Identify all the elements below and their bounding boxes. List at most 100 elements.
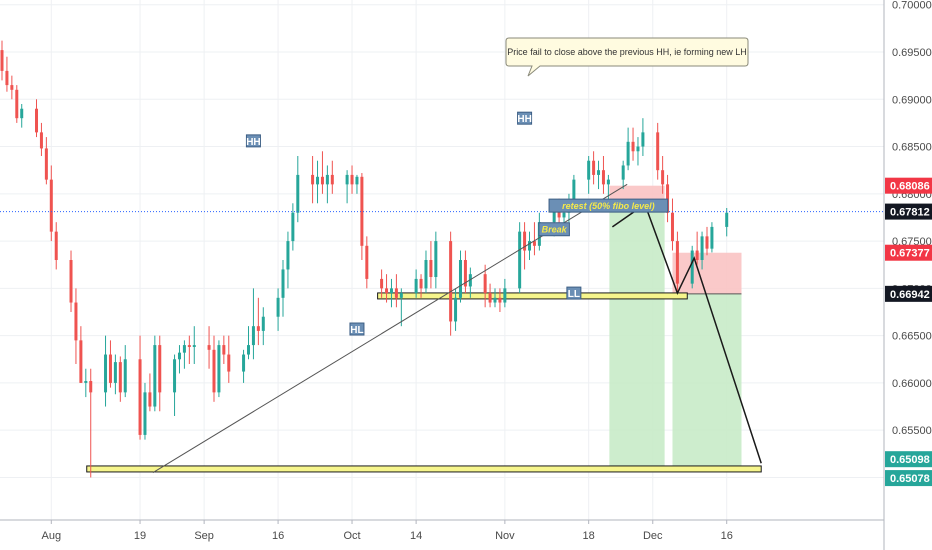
x-tick-label: 16 xyxy=(272,530,284,542)
annotation-label: retest (50% fibo level) xyxy=(562,201,655,211)
candle xyxy=(148,373,152,412)
candle-body xyxy=(123,359,127,393)
candle xyxy=(710,222,714,253)
price-label-text: 0.65078 xyxy=(890,473,930,485)
candle-body xyxy=(35,108,39,133)
candle-body xyxy=(355,176,359,185)
candle-body xyxy=(695,250,699,260)
price-axis[interactable]: 0.700000.695000.690000.685000.680000.675… xyxy=(883,0,932,550)
candle xyxy=(276,288,280,331)
y-tick-label: 0.66000 xyxy=(892,378,932,390)
callout-text: Price fail to close above the previous H… xyxy=(507,47,747,57)
candle-body xyxy=(281,269,285,298)
price-label-text: 0.66942 xyxy=(890,289,930,301)
candle-body xyxy=(587,160,591,180)
tag-hl: HL xyxy=(349,322,365,336)
candle xyxy=(636,137,640,166)
candle xyxy=(597,160,601,190)
candle-body xyxy=(394,288,398,298)
candle-body xyxy=(449,241,453,322)
candle xyxy=(385,274,389,303)
candle xyxy=(118,356,122,402)
candle xyxy=(15,85,19,123)
candle-body xyxy=(79,340,83,383)
candle-body xyxy=(251,326,255,346)
price-label-text: 0.67377 xyxy=(890,248,930,260)
candle-body xyxy=(242,354,246,372)
candle xyxy=(666,174,670,223)
x-tick-label: 14 xyxy=(410,530,422,542)
tag-label: HL xyxy=(350,325,363,336)
candle-body xyxy=(84,381,88,383)
candle xyxy=(661,156,665,194)
candle xyxy=(256,297,260,346)
candle xyxy=(74,288,78,364)
candle xyxy=(675,231,679,294)
candle xyxy=(355,174,359,194)
candle xyxy=(626,127,630,171)
y-tick-label: 0.70000 xyxy=(892,0,932,12)
tag-box xyxy=(245,134,261,148)
candle-body xyxy=(276,297,280,317)
candle xyxy=(286,231,290,289)
candle xyxy=(488,283,492,308)
candle-body xyxy=(227,354,231,372)
candle xyxy=(454,288,458,331)
candle-body xyxy=(69,260,73,303)
candle xyxy=(207,326,211,369)
candle-body xyxy=(631,141,635,152)
candle xyxy=(69,250,73,312)
candle xyxy=(705,226,709,256)
candle xyxy=(251,288,255,360)
candle-body xyxy=(113,362,117,383)
x-tick-label: Aug xyxy=(42,530,62,542)
candle-body xyxy=(192,345,196,347)
candle xyxy=(493,288,497,308)
x-tick-label: 16 xyxy=(721,530,733,542)
candle xyxy=(414,269,418,298)
candle-body xyxy=(39,132,43,149)
candle-body xyxy=(424,260,428,289)
candle-body xyxy=(365,245,369,279)
price-label-box xyxy=(885,203,932,220)
support-zone-lower xyxy=(86,465,762,473)
candle xyxy=(670,198,674,251)
candle-body xyxy=(710,226,714,249)
candle xyxy=(316,160,320,204)
candle xyxy=(528,231,532,260)
candle-body xyxy=(557,208,561,218)
candle xyxy=(44,137,48,185)
candle-body xyxy=(207,345,211,350)
candle xyxy=(523,222,527,270)
annotation-box xyxy=(538,222,570,237)
x-tick-label: 19 xyxy=(134,530,146,542)
candle-body xyxy=(138,359,142,435)
candle-body xyxy=(182,345,186,353)
y-tick-label: 0.69500 xyxy=(892,47,932,59)
candle-body xyxy=(528,241,532,251)
candle-body xyxy=(389,288,393,294)
candle-body xyxy=(320,176,324,185)
candle-body xyxy=(621,165,625,180)
candle-body xyxy=(153,345,157,407)
candle-body xyxy=(173,359,177,393)
price-label: 0.65078 xyxy=(885,470,932,487)
candle xyxy=(463,250,467,294)
candle xyxy=(601,156,605,194)
candle xyxy=(389,278,393,308)
candle xyxy=(281,260,285,317)
time-axis[interactable]: Aug 19 Sep 16 Oct 14 Nov 18 Dec 16 xyxy=(0,519,884,542)
candle xyxy=(434,231,438,289)
x-tick-label: Nov xyxy=(495,530,515,542)
candle-body xyxy=(552,208,556,223)
candle xyxy=(380,269,384,298)
price-label: 0.66942 xyxy=(885,285,932,302)
candle xyxy=(449,231,453,336)
candle xyxy=(700,231,704,270)
candle xyxy=(325,165,329,204)
annotation-box xyxy=(548,198,669,213)
candle xyxy=(182,340,186,369)
candle xyxy=(350,165,354,194)
price-label: 0.67812 xyxy=(885,203,932,220)
candle-body xyxy=(20,108,24,119)
